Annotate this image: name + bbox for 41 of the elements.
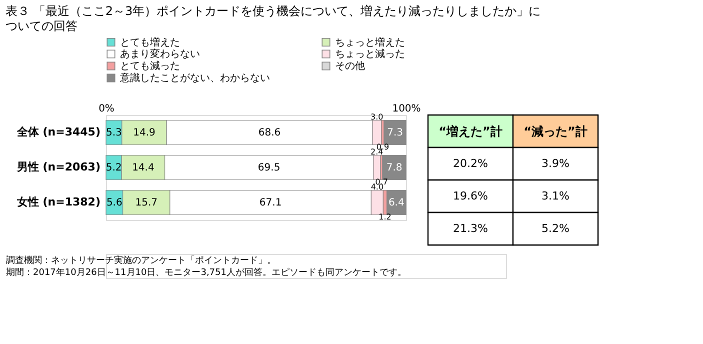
data-label: 69.5 bbox=[258, 162, 280, 174]
x-tick-label: 0% bbox=[98, 104, 114, 114]
data-label: 5.6 bbox=[106, 198, 122, 208]
text: 5.2% bbox=[542, 222, 570, 235]
text: 調査機関：ネットリサーチ実施のアンケート「ポイントカード」。 bbox=[6, 255, 276, 266]
data-label: 14.4 bbox=[132, 162, 154, 174]
data-label: 7.3 bbox=[387, 128, 404, 138]
bar bbox=[386, 190, 406, 216]
legend-label: ちょっと減った bbox=[335, 48, 405, 60]
y-tick-label: 全体 (n=3445) bbox=[16, 126, 100, 138]
data-label: 6.4 bbox=[388, 198, 404, 208]
legend-label: 意識したことがない、わからない bbox=[119, 72, 270, 84]
text: 期間：2017年10月26日～11月10日、モニター3,751人が回答。エピソードも同アンケートです。 bbox=[6, 267, 406, 278]
data-label: 14.9 bbox=[133, 128, 156, 138]
data-label: 1.2 bbox=[378, 212, 392, 222]
text: 3.1% bbox=[542, 189, 570, 202]
bar bbox=[384, 120, 406, 146]
data-label: 5.2 bbox=[106, 162, 122, 174]
data-label: 68.6 bbox=[258, 128, 281, 138]
data-label: 67.1 bbox=[259, 198, 282, 208]
legend-label: とても減った bbox=[120, 60, 180, 72]
text: 19.6% bbox=[453, 189, 488, 202]
legend-label: あまり変わらない bbox=[120, 48, 200, 60]
data-label: 7.8 bbox=[386, 162, 402, 174]
y-tick-label: 女性 (n=1382) bbox=[16, 196, 100, 208]
data-label: 15.7 bbox=[135, 198, 158, 208]
x-tick-label: 100% bbox=[392, 104, 421, 114]
bar bbox=[382, 154, 406, 180]
text: 20.2% bbox=[453, 156, 488, 170]
text: 21.3% bbox=[453, 222, 488, 235]
data-label: 5.3 bbox=[106, 128, 122, 138]
text: “減った”計 bbox=[524, 124, 588, 138]
legend-label: ちょっと増えた bbox=[335, 36, 405, 48]
legend-label: とても増えた bbox=[120, 36, 180, 48]
data-label: 3.0 bbox=[370, 112, 384, 122]
legend-label: その他 bbox=[335, 60, 365, 72]
y-tick-label: 男性 (n=2063) bbox=[16, 160, 100, 174]
chart-title: 表３ 「最近（ここ2～3年）ポイントカードを使う機会について、増えたり減ったりしましたか」についての回答 bbox=[6, 4, 541, 33]
text: “増えた”計 bbox=[438, 124, 502, 138]
data-label: 2.4 bbox=[370, 148, 384, 156]
text: 3.9% bbox=[542, 156, 570, 170]
